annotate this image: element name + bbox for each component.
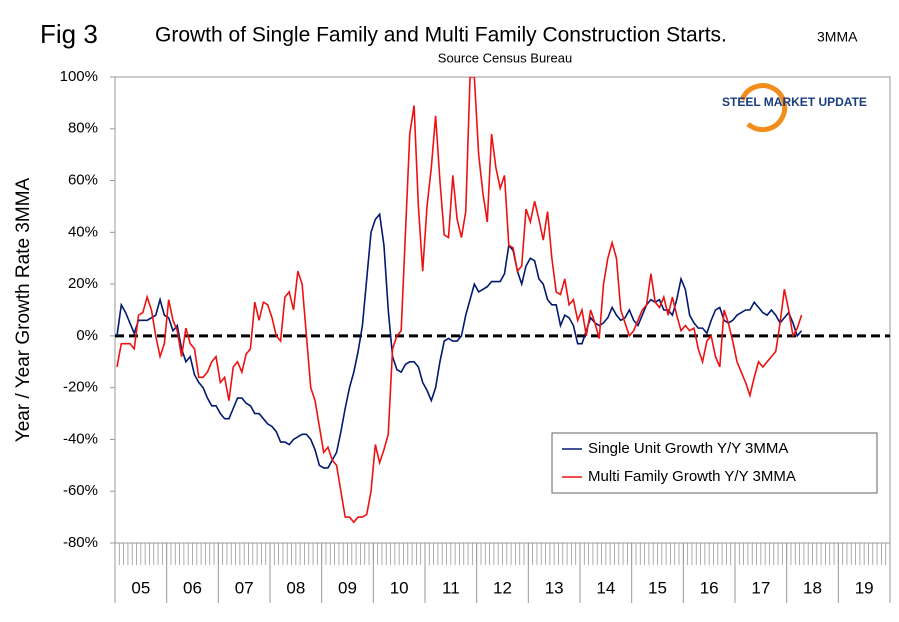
- x-tick-label: 07: [235, 578, 254, 597]
- y-tick-label: -60%: [63, 482, 98, 499]
- x-tick-label: 11: [442, 578, 460, 597]
- x-tick-label: 16: [700, 578, 719, 597]
- series-line: [116, 212, 803, 469]
- x-tick-label: 05: [131, 578, 150, 597]
- y-tick-label: 100%: [60, 68, 98, 85]
- x-tick-label: 18: [803, 578, 822, 597]
- legend-label: Multi Family Growth Y/Y 3MMA: [588, 468, 796, 485]
- legend-label: Single Unit Growth Y/Y 3MMA: [588, 440, 788, 457]
- x-tick-label: 12: [493, 578, 512, 597]
- x-tick-label: 14: [596, 578, 615, 597]
- figure-label: Fig 3: [40, 19, 98, 49]
- y-tick-label: 0%: [76, 327, 98, 344]
- y-tick-label: -40%: [63, 430, 98, 447]
- logo-arc: [739, 83, 788, 133]
- x-tick-label: 10: [390, 578, 409, 597]
- logo-text: STEEL MARKET UPDATE: [722, 95, 867, 109]
- chart-title: Growth of Single Family and Multi Family…: [155, 24, 727, 47]
- x-tick-label: 15: [648, 578, 667, 597]
- x-tick-label: 17: [751, 578, 770, 597]
- title-suffix: 3MMA: [817, 29, 858, 45]
- y-tick-label: 40%: [68, 223, 98, 240]
- legend-box: [551, 432, 878, 494]
- y-axis-label: Year / Year Growth Rate 3MMA: [13, 177, 34, 442]
- y-tick-label: -20%: [63, 379, 98, 396]
- series-line: [116, 77, 803, 524]
- x-tick-label: 19: [855, 578, 874, 597]
- y-tick-label: 60%: [68, 172, 98, 189]
- chart-subtitle: Source Census Bureau: [438, 50, 572, 65]
- x-tick-label: 09: [338, 578, 357, 597]
- x-tick-label: 06: [183, 578, 202, 597]
- y-tick-label: -80%: [63, 534, 98, 551]
- logo: STEEL MARKET UPDATE: [722, 83, 867, 133]
- y-tick-label: 20%: [68, 275, 98, 292]
- x-tick-label: 13: [545, 578, 564, 597]
- y-tick-label: 80%: [68, 120, 98, 137]
- x-tick-label: 08: [286, 578, 305, 597]
